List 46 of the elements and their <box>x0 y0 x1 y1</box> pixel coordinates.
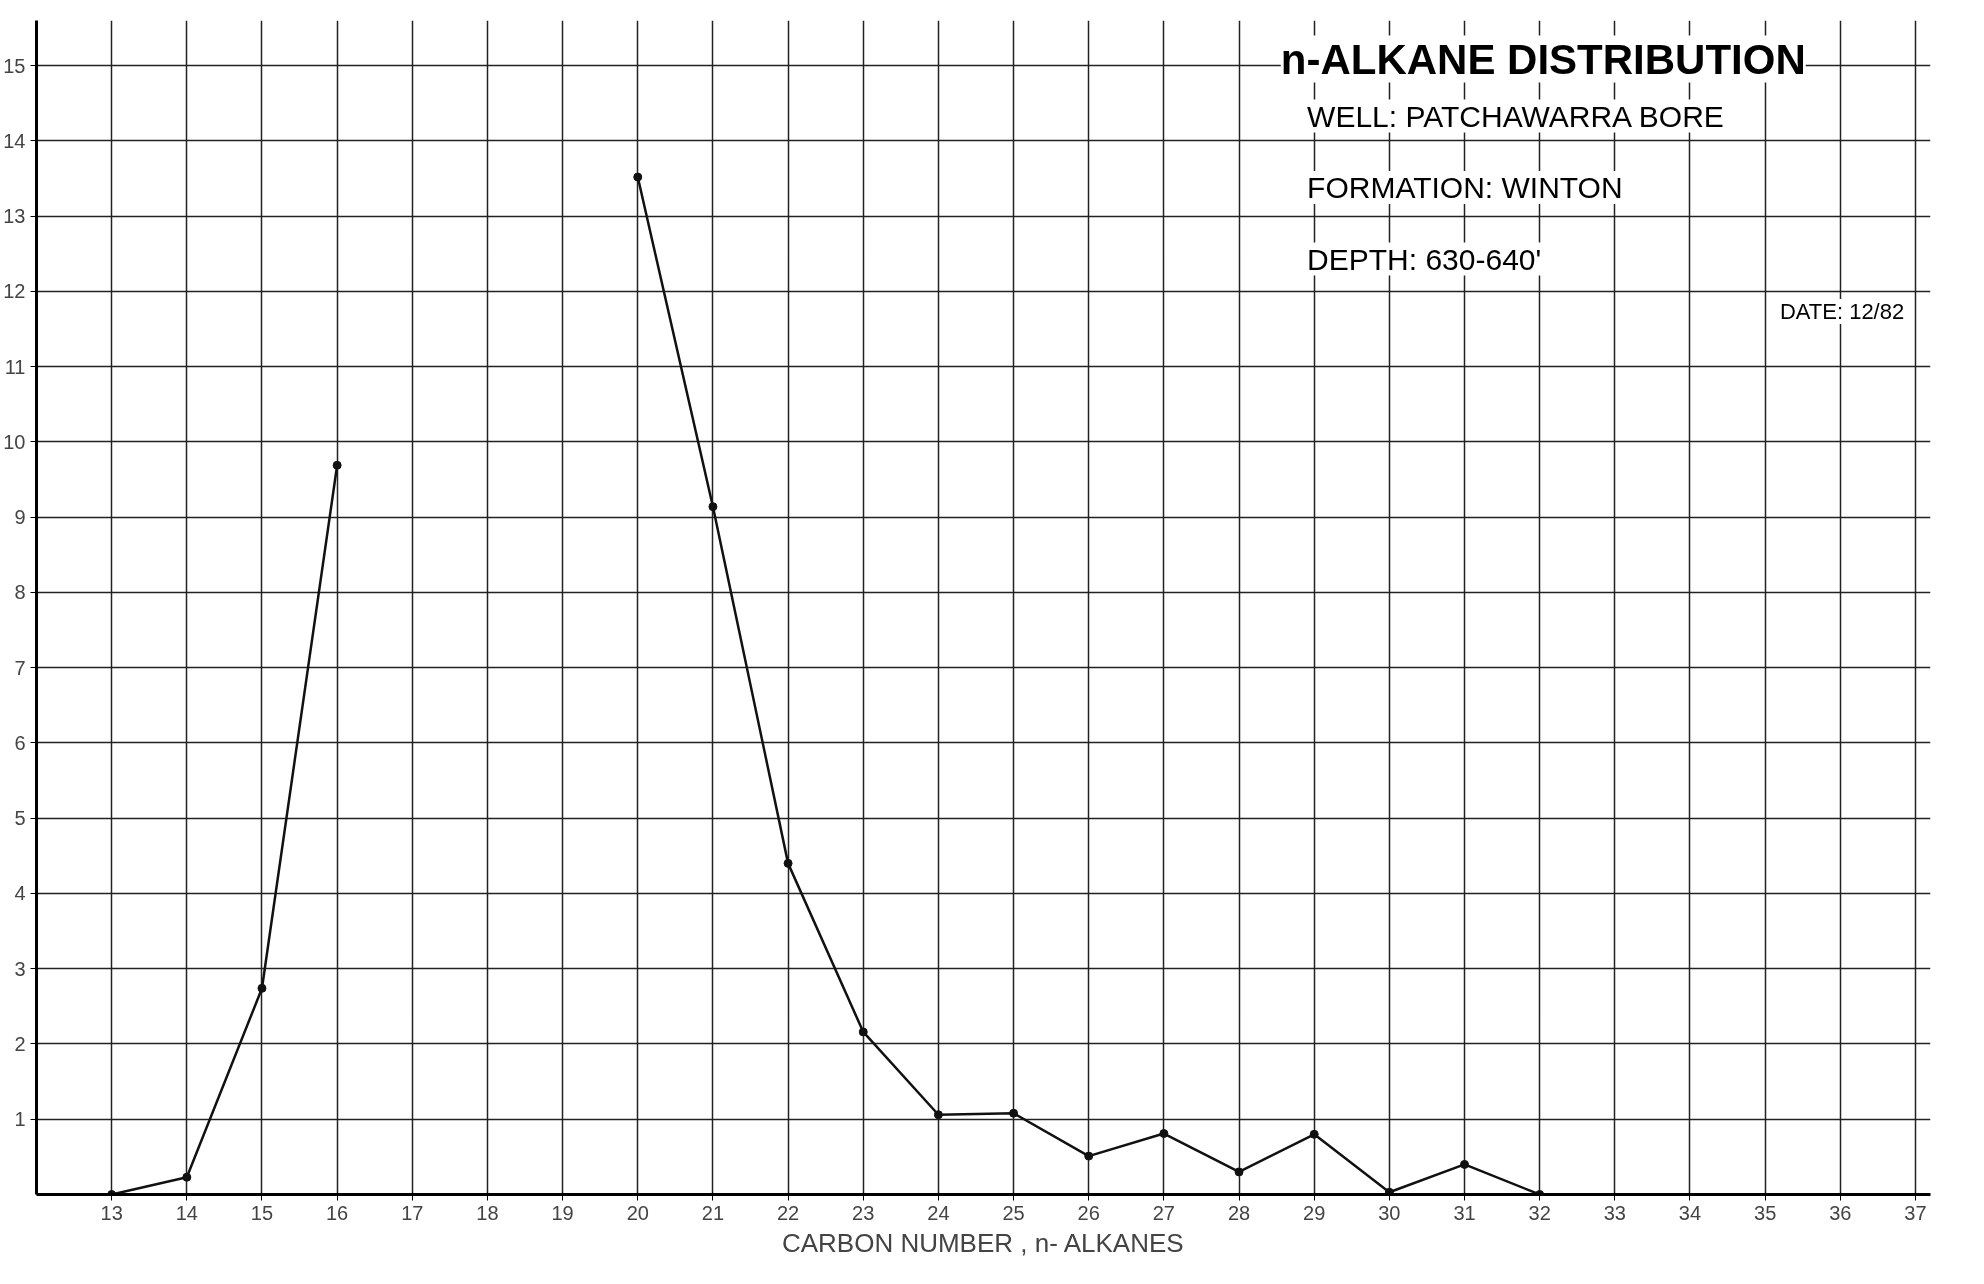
annotation: DATE: 12/82 <box>1779 298 1905 324</box>
y-tick-label: 4 <box>14 882 26 905</box>
y-tick-label: 10 <box>3 430 26 453</box>
x-tick-label: 13 <box>100 1201 123 1224</box>
x-axis-title: CARBON NUMBER , n- ALKANES <box>781 1227 1184 1258</box>
x-tick-label: 29 <box>1303 1201 1326 1224</box>
y-tick-label: 13 <box>3 205 26 228</box>
y-tick-label: 14 <box>3 129 26 152</box>
annotation: FORMATION: WINTON <box>1307 171 1623 205</box>
y-tick-label: 8 <box>14 581 26 604</box>
x-tick-label: 20 <box>626 1201 649 1224</box>
x-tick-label: 37 <box>1904 1201 1927 1224</box>
y-tick-label: 12 <box>3 280 26 303</box>
x-tick-label: 15 <box>250 1201 274 1224</box>
x-tick-label: 31 <box>1453 1201 1476 1224</box>
x-tick-label: 33 <box>1603 1201 1626 1224</box>
y-tick-label: 1 <box>14 1108 26 1131</box>
x-tick-label: 28 <box>1227 1201 1251 1224</box>
x-tick-label: 35 <box>1754 1201 1777 1224</box>
y-tick-label: 15 <box>3 54 26 77</box>
x-tick-label: 23 <box>852 1201 875 1224</box>
x-tick-label: 21 <box>701 1201 725 1224</box>
x-tick-label: 34 <box>1678 1201 1702 1224</box>
annotation: DEPTH: 630-640' <box>1307 242 1542 276</box>
x-tick-label: 36 <box>1829 1201 1852 1224</box>
chart-title: n-ALKANE DISTRIBUTION <box>1280 35 1806 83</box>
x-tick-label: 16 <box>326 1201 349 1224</box>
y-tick-label: 6 <box>14 731 26 754</box>
x-tick-label: 19 <box>551 1201 574 1224</box>
x-tick-label: 17 <box>401 1201 424 1224</box>
x-tick-label: 30 <box>1378 1201 1401 1224</box>
y-tick-label: 9 <box>14 506 26 529</box>
x-tick-label: 27 <box>1152 1201 1176 1224</box>
x-tick-label: 25 <box>1002 1201 1025 1224</box>
x-tick-label: 24 <box>927 1201 950 1224</box>
x-tick-label: 32 <box>1528 1201 1551 1224</box>
x-tick-label: 26 <box>1077 1201 1100 1224</box>
y-tick-label: 5 <box>14 807 26 830</box>
x-tick-label: 14 <box>175 1201 198 1224</box>
y-tick-label: 7 <box>14 656 26 679</box>
annotation: WELL: PATCHAWARRA BORE <box>1307 99 1724 133</box>
x-tick-label: 22 <box>776 1201 800 1224</box>
y-tick-label: 2 <box>14 1032 26 1055</box>
y-tick-label: 11 <box>4 355 26 378</box>
y-tick-label: 3 <box>14 957 26 980</box>
x-tick-label: 18 <box>476 1201 499 1224</box>
